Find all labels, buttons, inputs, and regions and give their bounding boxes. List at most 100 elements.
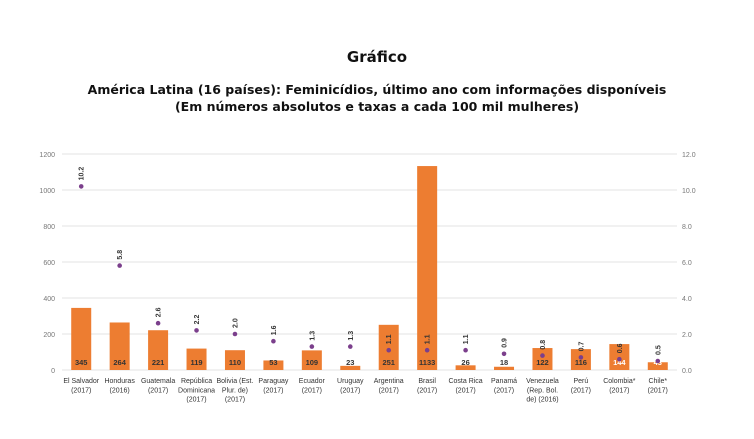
y2-tick-label: 0.0 <box>682 368 692 375</box>
bar-value-label: 221 <box>152 358 165 367</box>
bar-value-label: 18 <box>500 358 508 367</box>
chart-label: Gráfico <box>346 48 408 66</box>
rate-label: 1.6 <box>271 325 278 335</box>
y-tick-label: 400 <box>43 296 55 303</box>
x-tick-label: Paraguay <box>258 378 288 385</box>
y2-tick-label: 4.0 <box>682 296 692 303</box>
x-tick-label: Chile* <box>648 378 667 385</box>
rate-point <box>386 347 392 353</box>
rate-label: 0.5 <box>655 345 662 355</box>
bar-value-label: 122 <box>536 358 549 367</box>
bar-value-label: 345 <box>75 358 88 367</box>
rate-point <box>424 347 430 353</box>
x-tick-label: (2017) <box>71 387 91 394</box>
rate-point <box>155 320 161 326</box>
rate-point <box>117 263 122 268</box>
x-tick-label: de) (2016) <box>526 397 558 404</box>
x-tick-label: Colombia* <box>603 378 636 385</box>
rate-point <box>617 356 622 362</box>
rate-label: 2.0 <box>232 318 239 328</box>
y-tick-label: 0 <box>51 368 55 375</box>
bar <box>224 350 245 370</box>
x-tick-label: Plur. de) <box>222 387 248 394</box>
x-tick-label: Uruguay <box>337 378 364 385</box>
y-tick-label: 1000 <box>39 188 55 195</box>
rate-point <box>463 347 468 353</box>
y2-tick-label: 2.0 <box>682 332 692 339</box>
x-tick-label: (2017) <box>225 397 245 404</box>
bar <box>186 348 207 370</box>
x-tick-label: (2017) <box>263 387 283 394</box>
rate-label: 1.1 <box>425 334 432 344</box>
chart-subtitle: (Em números absolutos e taxas a cada 100… <box>174 99 580 114</box>
bar-value-label: 26 <box>461 358 469 367</box>
bar-value-label: 53 <box>269 358 277 367</box>
rate-label: 0.9 <box>502 338 509 348</box>
x-tick-label: (2017) <box>148 387 168 394</box>
x-tick-label: (2017) <box>417 387 437 394</box>
x-tick-label: Bolivia (Est. <box>216 378 253 385</box>
y-tick-label: 600 <box>43 260 55 267</box>
x-tick-label: (2017) <box>455 387 475 394</box>
x-tick-label: Argentina <box>374 378 404 385</box>
bar-value-label: 251 <box>382 358 395 367</box>
y-tick-label: 1200 <box>39 152 55 159</box>
bar-value-label: 109 <box>306 358 319 367</box>
x-tick-label: Panamá <box>491 378 517 385</box>
bar <box>301 350 322 370</box>
rate-label: 2.2 <box>194 315 201 325</box>
x-tick-label: (2017) <box>648 387 668 394</box>
rate-label: 0.7 <box>578 342 585 352</box>
x-tick-label: Venezuela <box>526 378 559 385</box>
rate-label: 1.1 <box>463 334 470 344</box>
y2-tick-label: 6.0 <box>682 260 692 267</box>
x-tick-label: Costa Rica <box>448 378 482 385</box>
x-tick-label: República <box>181 378 212 385</box>
x-tick-label: (2017) <box>571 387 591 394</box>
rate-label: 0.8 <box>540 340 547 350</box>
rate-point <box>578 355 584 360</box>
rate-point <box>540 353 545 358</box>
rate-label: 2.6 <box>156 307 163 317</box>
y-tick-label: 800 <box>43 224 55 231</box>
x-tick-label: Brasil <box>418 378 436 385</box>
bar-value-label: 119 <box>190 358 202 367</box>
x-tick-label: Honduras <box>104 378 135 385</box>
y-tick-label: 200 <box>43 332 55 339</box>
chart-title: América Latina (16 países): Feminicídios… <box>87 82 667 97</box>
x-tick-label: Ecuador <box>299 378 326 385</box>
rate-label: 1.3 <box>348 331 355 341</box>
bar <box>148 330 169 370</box>
bar <box>455 365 476 370</box>
y2-tick-label: 8.0 <box>682 224 692 231</box>
rate-label: 5.8 <box>117 250 124 260</box>
x-tick-label: Guatemala <box>141 378 175 385</box>
y2-tick-label: 10.0 <box>682 188 696 195</box>
x-tick-label: (2017) <box>340 387 360 394</box>
bar <box>378 324 399 370</box>
x-tick-label: Dominicana <box>178 387 215 394</box>
bar-value-label: 264 <box>113 358 126 367</box>
bar <box>417 166 438 370</box>
x-tick-label: (2017) <box>186 397 206 404</box>
bar <box>532 348 553 370</box>
bar <box>647 362 668 370</box>
rate-point <box>501 351 507 357</box>
bar <box>494 366 515 370</box>
rate-label: 1.1 <box>386 334 393 344</box>
x-tick-label: (2017) <box>494 387 514 394</box>
y2-tick-label: 12.0 <box>682 152 696 159</box>
bar-value-label: 116 <box>575 358 587 367</box>
x-tick-label: (2016) <box>110 387 130 394</box>
bar-value-label: 144 <box>613 358 626 367</box>
rate-point <box>309 344 315 349</box>
bar <box>109 322 130 370</box>
bar <box>340 365 361 370</box>
rate-point <box>78 184 84 189</box>
rate-label: 1.3 <box>309 331 316 341</box>
rate-label: 0.6 <box>617 343 624 353</box>
rate-point <box>271 338 276 344</box>
x-tick-label: (2017) <box>379 387 399 394</box>
x-tick-label: (Rep. Bol. <box>527 387 558 394</box>
